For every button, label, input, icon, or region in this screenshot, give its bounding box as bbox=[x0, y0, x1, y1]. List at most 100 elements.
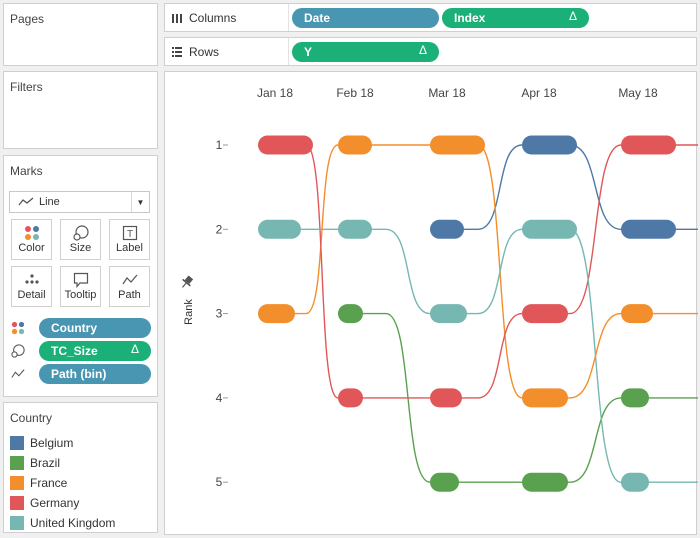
date-pill-label: Date bbox=[304, 11, 331, 25]
path-bin-pill[interactable]: Path (bin) bbox=[39, 364, 151, 384]
color-button-label: Color bbox=[18, 242, 45, 254]
path-button[interactable]: Path bbox=[109, 266, 150, 307]
bump-chart-view[interactable]: Jan 18 Feb 18 Mar 18 Apr 18 May 18 1 2 3 4 5 Ran… bbox=[164, 71, 698, 536]
filters-panel[interactable]: Filters bbox=[3, 71, 158, 149]
legend-label: Brazil bbox=[30, 456, 61, 470]
size-icon bbox=[61, 225, 100, 241]
rank-mark[interactable] bbox=[430, 135, 485, 155]
series-line[interactable] bbox=[430, 144, 698, 230]
filters-title: Filters bbox=[10, 80, 43, 94]
size-icon bbox=[11, 344, 27, 358]
rank-mark[interactable] bbox=[621, 135, 676, 155]
tooltip-button-label: Tooltip bbox=[64, 289, 97, 301]
index-pill-label: Index bbox=[454, 11, 486, 25]
rank-mark[interactable] bbox=[430, 388, 462, 408]
size-button[interactable]: Size bbox=[60, 219, 101, 260]
line-mark-icon bbox=[18, 197, 34, 206]
marks-field-country: Country bbox=[11, 318, 151, 338]
legend-label: France bbox=[30, 476, 68, 490]
tc-size-pill-label: TC_Size bbox=[51, 344, 98, 358]
legend-swatch bbox=[10, 476, 24, 490]
legend-item-france[interactable]: France bbox=[10, 475, 67, 491]
delta-icon: Δ bbox=[568, 9, 577, 23]
rows-label: Rows bbox=[189, 44, 220, 59]
legend-label: Belgium bbox=[30, 436, 74, 450]
legend-item-belgium[interactable]: Belgium bbox=[10, 435, 73, 451]
pages-panel[interactable]: Pages bbox=[3, 3, 158, 66]
rows-shelf-label: Rows bbox=[165, 38, 289, 65]
mark-type-dropdown[interactable]: Line ▼ bbox=[9, 191, 150, 213]
pages-title: Pages bbox=[10, 12, 45, 26]
detail-dots-icon bbox=[12, 272, 51, 288]
tooltip-button[interactable]: Tooltip bbox=[60, 266, 101, 307]
country-pill-label: Country bbox=[51, 321, 97, 335]
columns-shelf-label: Columns bbox=[165, 4, 289, 31]
label-t-icon: T bbox=[110, 225, 149, 241]
rank-mark[interactable] bbox=[258, 304, 295, 324]
legend-label: United Kingdom bbox=[30, 516, 116, 530]
color-dots-icon bbox=[12, 225, 51, 241]
rank-mark[interactable] bbox=[338, 388, 363, 408]
legend-swatch bbox=[10, 436, 24, 450]
legend-label: Germany bbox=[30, 496, 80, 510]
x-tick-label: Jan 18 bbox=[257, 86, 293, 100]
marks-title: Marks bbox=[10, 164, 43, 178]
mark-type-label: Line bbox=[39, 196, 60, 208]
columns-icon bbox=[172, 13, 182, 23]
rank-mark[interactable] bbox=[258, 135, 313, 155]
index-pill[interactable]: Index Δ bbox=[442, 8, 589, 28]
rank-mark[interactable] bbox=[338, 304, 363, 324]
rank-mark[interactable] bbox=[522, 135, 577, 155]
tooltip-icon bbox=[61, 272, 100, 288]
chevron-down-icon[interactable]: ▼ bbox=[131, 192, 149, 212]
label-button-label: Label bbox=[116, 242, 143, 254]
rank-mark[interactable] bbox=[522, 304, 568, 324]
rank-mark[interactable] bbox=[430, 304, 467, 324]
columns-shelf[interactable]: Columns Date Index Δ bbox=[164, 3, 697, 32]
y-tick-label: 4 bbox=[216, 391, 223, 405]
country-pill[interactable]: Country bbox=[39, 318, 151, 338]
series-line[interactable] bbox=[258, 144, 698, 399]
series-line[interactable] bbox=[258, 228, 698, 483]
legend-swatch bbox=[10, 496, 24, 510]
legend-item-germany[interactable]: Germany bbox=[10, 495, 79, 511]
detail-button-label: Detail bbox=[17, 289, 46, 301]
rank-mark[interactable] bbox=[621, 472, 649, 492]
y-tick-label: 5 bbox=[216, 475, 223, 489]
rank-mark[interactable] bbox=[522, 219, 577, 239]
rank-mark[interactable] bbox=[522, 472, 568, 492]
legend-item-brazil[interactable]: Brazil bbox=[10, 455, 60, 471]
color-button[interactable]: Color bbox=[11, 219, 52, 260]
y-pill-label: Y bbox=[304, 45, 313, 59]
marks-field-path-bin: Path (bin) bbox=[11, 364, 151, 384]
rank-mark[interactable] bbox=[258, 219, 301, 239]
rank-mark[interactable] bbox=[522, 388, 568, 408]
rank-mark[interactable] bbox=[430, 472, 459, 492]
tc-size-pill[interactable]: TC_Size Δ bbox=[39, 341, 151, 361]
rank-mark[interactable] bbox=[338, 135, 372, 155]
label-button[interactable]: T Label bbox=[109, 219, 150, 260]
rank-mark[interactable] bbox=[338, 219, 372, 239]
marks-panel: Marks Line ▼ Color Size T Label Detail T… bbox=[3, 155, 158, 397]
series-line[interactable] bbox=[258, 144, 698, 399]
y-axis-title: Rank bbox=[183, 299, 195, 325]
x-tick-label: Apr 18 bbox=[521, 86, 557, 100]
legend-item-united-kingdom[interactable]: United Kingdom bbox=[10, 515, 115, 531]
rank-mark[interactable] bbox=[621, 388, 649, 408]
rank-mark[interactable] bbox=[430, 219, 464, 239]
svg-text:T: T bbox=[126, 229, 132, 240]
pin-icon[interactable] bbox=[179, 274, 195, 290]
path-icon bbox=[110, 272, 149, 288]
bump-chart[interactable]: Jan 18 Feb 18 Mar 18 Apr 18 May 18 1 2 3 4 5 Ran… bbox=[165, 72, 698, 536]
country-legend: Country Belgium Brazil France Germany Un… bbox=[3, 402, 158, 533]
y-tick-label: 1 bbox=[216, 138, 223, 152]
legend-swatch bbox=[10, 456, 24, 470]
rank-mark[interactable] bbox=[621, 219, 676, 239]
color-dots-icon bbox=[11, 321, 27, 335]
detail-button[interactable]: Detail bbox=[11, 266, 52, 307]
rank-mark[interactable] bbox=[621, 304, 653, 324]
series-line[interactable] bbox=[338, 312, 698, 483]
date-pill[interactable]: Date bbox=[292, 8, 439, 28]
